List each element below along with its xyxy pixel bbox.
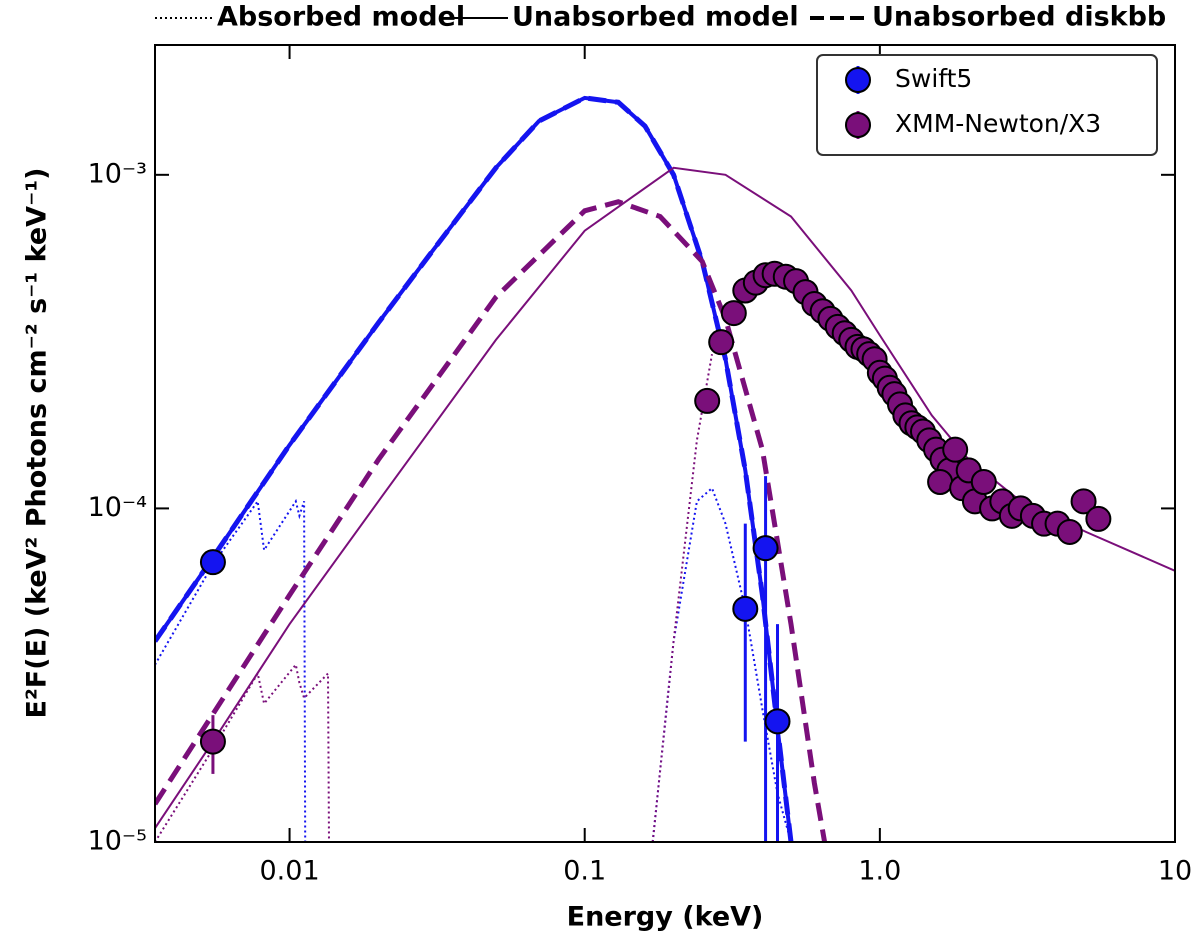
data-point — [752, 535, 779, 562]
data-point — [708, 329, 735, 356]
legend-box — [816, 54, 1158, 156]
legend-label: XMM-Newton/X3 — [895, 109, 1101, 138]
data-point — [720, 300, 747, 327]
data-point — [927, 468, 954, 495]
model-line — [155, 354, 713, 842]
y-tick-label: 10⁻⁵ — [88, 826, 147, 857]
y-tick-label: 10⁻³ — [88, 158, 147, 189]
data-point — [199, 728, 226, 755]
model-line — [155, 486, 792, 842]
x-tick-label: 0.01 — [260, 856, 320, 887]
data-point — [694, 387, 721, 414]
data-point — [1085, 505, 1112, 532]
style-legend-label: Unabsorbed model — [512, 2, 799, 33]
style-legend-label: Absorbed model — [217, 2, 465, 33]
legend-marker — [845, 112, 871, 138]
x-tick-label: 0.1 — [563, 856, 606, 887]
x-tick-label: 1.0 — [858, 856, 901, 887]
legend-marker — [845, 67, 871, 93]
plot-frame — [154, 44, 1176, 843]
data-point — [1070, 488, 1097, 515]
y-tick-label: 10⁻⁴ — [88, 492, 147, 523]
data-point — [764, 708, 791, 735]
model-line — [155, 95, 794, 842]
model-line — [155, 199, 828, 842]
data-point — [732, 595, 759, 622]
data-point — [942, 436, 969, 463]
data-point — [970, 468, 997, 495]
data-point — [199, 549, 226, 576]
legend-label: Swift5 — [895, 64, 972, 93]
plot-area — [155, 95, 1175, 842]
y-axis-label: E²F(E) (keV² Photons cm⁻² s⁻¹ keV⁻¹) — [22, 168, 53, 719]
style-legend-label: Unabsorbed diskbb — [872, 2, 1166, 33]
x-axis-label: Energy (keV) — [567, 902, 764, 933]
data-point — [1056, 518, 1083, 545]
x-tick-label: 10 — [1158, 856, 1192, 887]
